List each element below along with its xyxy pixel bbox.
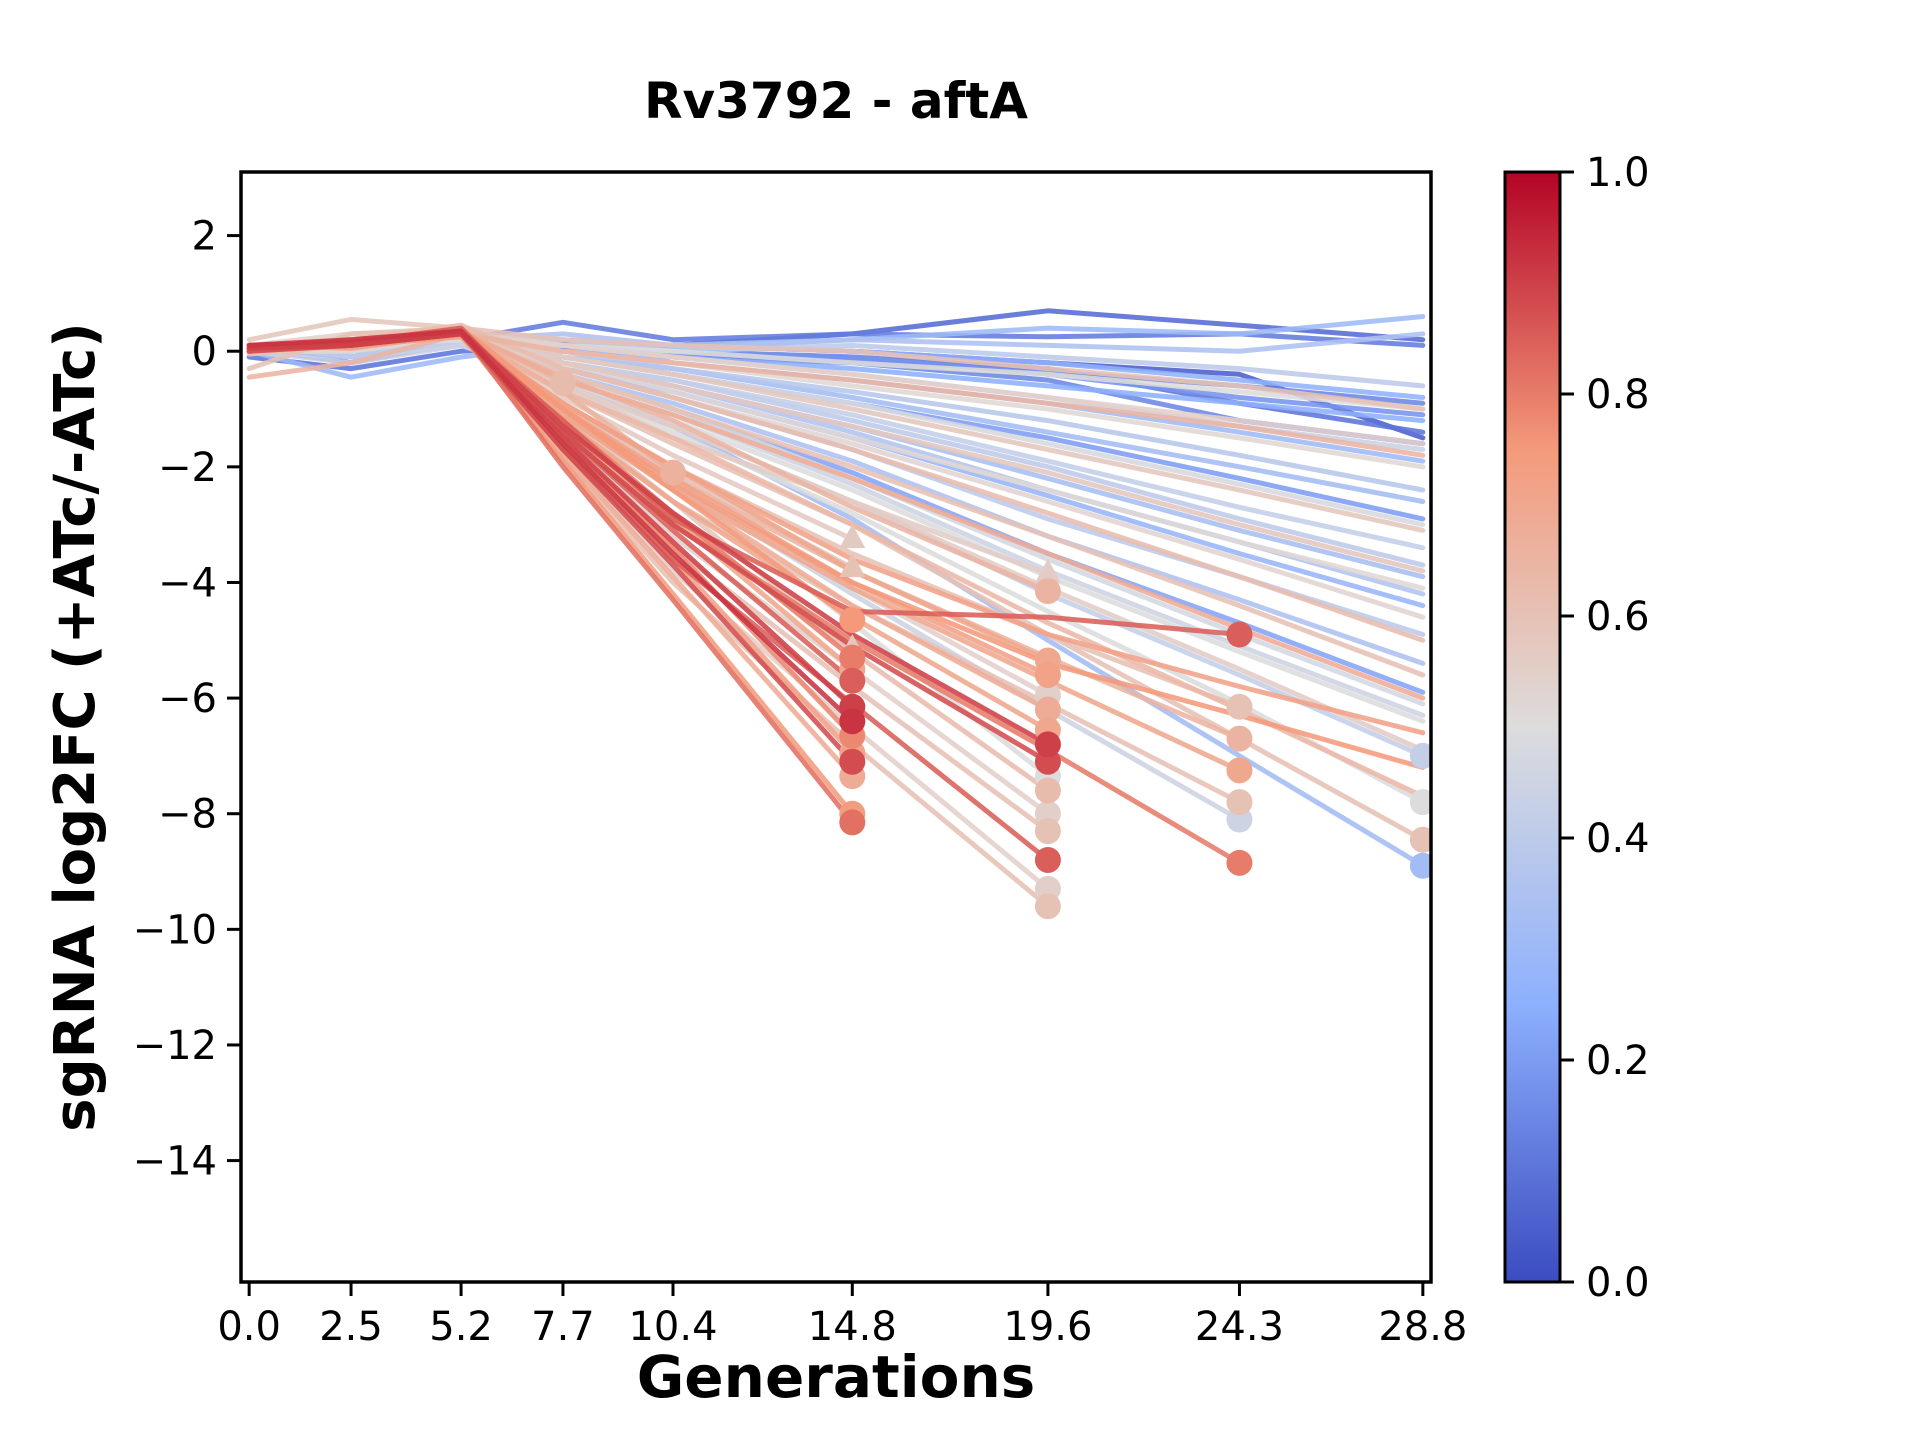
y-tick-label: −8	[158, 792, 217, 838]
dropout-circle-marker	[1226, 849, 1253, 876]
x-tick-label: 0.0	[217, 1304, 281, 1350]
colorbar-tick-label: 0.2	[1586, 1038, 1650, 1084]
dropout-circle-marker	[1226, 693, 1253, 720]
y-axis-label: sgRNA log2FC (+ATc/-ATc)	[43, 322, 108, 1132]
y-tick-label: −6	[158, 676, 217, 722]
dropout-circle-marker	[1226, 621, 1253, 648]
dropout-circle-marker	[1409, 852, 1431, 879]
y-axis-ticks: 2 0 −2 −4 −6 −8 −10 −12 −14	[133, 214, 241, 1185]
y-tick-label: −2	[158, 445, 217, 491]
x-tick-label: 28.8	[1378, 1304, 1467, 1350]
dropout-circle-marker	[1226, 725, 1253, 752]
sgrna-line	[246, 331, 1426, 458]
colorbar: 1.0 0.8 0.6 0.4 0.2 0.0	[1503, 150, 1650, 1306]
colorbar-tick-label: 0.6	[1586, 594, 1650, 640]
dropout-triangle-marker	[839, 553, 866, 578]
sgrna-line	[246, 314, 1426, 380]
colorbar-gradient	[1503, 170, 1562, 1284]
x-tick-label: 19.6	[1003, 1304, 1092, 1350]
dropout-circle-marker	[1409, 826, 1431, 853]
dropout-circle-marker	[839, 644, 866, 671]
dropout-circle-marker	[1409, 742, 1431, 769]
dropout-circle-marker	[1034, 893, 1061, 920]
dropout-circle-marker	[1409, 789, 1431, 816]
dropout-circle-marker	[1226, 789, 1253, 816]
y-tick-label: 2	[192, 214, 217, 260]
x-axis-ticks: 0.0 2.5 5.2 7.7 10.4 14.8 19.6 24.3 28.8	[217, 1282, 1467, 1350]
dropout-triangle-marker	[1034, 558, 1061, 583]
dropout-circle-marker	[549, 370, 576, 397]
y-tick-label: 0	[192, 329, 217, 375]
sgrna-line	[246, 328, 855, 724]
x-tick-label: 7.7	[531, 1304, 595, 1350]
chart-title: Rv3792 - aftA	[644, 72, 1028, 130]
dropout-circle-marker	[1034, 818, 1061, 845]
y-tick-label: −10	[133, 907, 217, 953]
x-tick-label: 10.4	[628, 1304, 717, 1350]
dropout-circle-marker	[1226, 757, 1253, 784]
y-tick-label: −14	[133, 1139, 217, 1185]
dropout-circle-marker	[1034, 731, 1061, 758]
dropout-circle-marker	[839, 607, 866, 634]
y-tick-label: −12	[133, 1023, 217, 1069]
dropout-circle-marker	[1034, 578, 1061, 605]
x-tick-label: 2.5	[319, 1304, 383, 1350]
y-tick-label: −4	[158, 560, 217, 606]
dropout-circle-marker	[1034, 777, 1061, 804]
colorbar-tick-label: 1.0	[1586, 150, 1650, 196]
x-tick-label: 5.2	[429, 1304, 493, 1350]
sgrna-line	[246, 334, 1426, 591]
plot-border	[239, 170, 1433, 1284]
dropout-circle-marker	[839, 667, 866, 694]
dropout-triangle-marker	[839, 524, 866, 549]
x-tick-label: 24.3	[1195, 1304, 1284, 1350]
dropout-circle-marker	[839, 708, 866, 735]
sgrna-line	[246, 316, 1426, 533]
dropout-circle-marker	[839, 748, 866, 775]
x-axis-label: Generations	[636, 1343, 1036, 1411]
sgrna-line	[246, 325, 1426, 412]
dropout-circle-marker	[659, 459, 686, 486]
colorbar-tick-label: 0.8	[1586, 372, 1650, 418]
series-markers	[549, 370, 1431, 920]
colorbar-tick-label: 0.4	[1586, 816, 1650, 862]
x-tick-label: 14.8	[808, 1304, 897, 1350]
dropout-circle-marker	[1034, 846, 1061, 873]
dropout-circle-marker	[1034, 696, 1061, 723]
dropout-circle-marker	[839, 809, 866, 836]
colorbar-tick-label: 0.0	[1586, 1260, 1650, 1306]
series-lines	[246, 308, 1426, 909]
dropout-circle-marker	[1034, 661, 1061, 688]
